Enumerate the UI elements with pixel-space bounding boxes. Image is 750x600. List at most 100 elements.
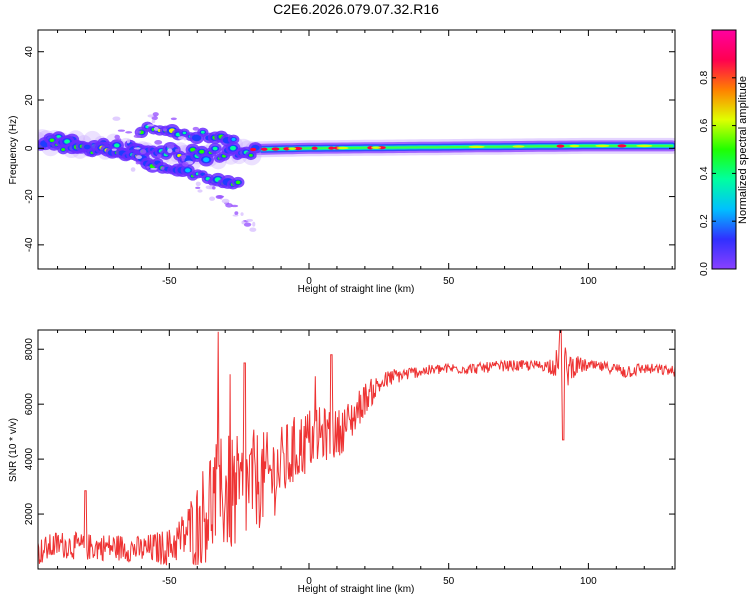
spectrogram-y-tick-label: -40 [24, 237, 35, 252]
spectrogram-scatter-dot [205, 185, 214, 190]
spectrogram-scatter-dot [160, 166, 165, 170]
spectrogram-upper-branch-blob [231, 137, 236, 141]
spectrogram-y-tick: 40 [24, 46, 675, 58]
spectrogram-scatter-dot [166, 144, 175, 149]
spectrogram-scatter-dot [182, 161, 189, 167]
spectrogram-x-tick-label: 100 [580, 276, 597, 287]
spectrogram-x-tick: 50 [443, 30, 455, 287]
snr-y-tick: 6000 [24, 393, 675, 416]
spectrogram-y-tick-label: 40 [24, 46, 35, 58]
snr-y-tick-label: 2000 [24, 502, 35, 525]
spectrogram-scatter-dot [243, 222, 252, 227]
colorbar-tick: 0.4 [699, 166, 736, 180]
spectrogram-x-tick-label: 50 [443, 276, 455, 287]
snr-x-axis-label: Height of straight line (km) [298, 584, 415, 595]
spectrogram-hotspot [367, 146, 374, 150]
figure-title: C2E6.2026.079.07.32.R16 [273, 1, 439, 17]
snr-y-axis-label: SNR (10 * v/v) [8, 418, 19, 482]
spectrogram-scatter-dot [162, 128, 167, 132]
spectrogram-scatter-dot [146, 166, 150, 169]
colorbar-tick-label: 0.8 [699, 70, 710, 84]
spectrogram-scatter-dot [234, 211, 239, 215]
spectrogram-marks [38, 112, 675, 232]
spectrogram-y-tick-label: 20 [24, 94, 35, 106]
spectrogram-streak [336, 146, 349, 150]
spectrogram-scatter-dot [135, 155, 142, 160]
spectrogram-scatter-dot [150, 167, 158, 170]
spectrogram-scatter-dot [147, 124, 154, 127]
spectrogram-streak [595, 144, 610, 148]
spectrogram-scatter-dot [152, 112, 159, 117]
spectrogram-scatter-dot [209, 196, 216, 201]
snr-x-tick-label: 0 [306, 576, 312, 587]
snr-x-tick: -50 [162, 330, 177, 587]
spectrogram-lower-branch-blob [83, 144, 91, 150]
snr-y-tick-label: 8000 [24, 338, 35, 361]
spectrogram-lower-branch-blob [49, 138, 55, 142]
spectrogram-turbulent-blob [114, 143, 120, 148]
spectrogram-y-tick: 0 [24, 145, 675, 151]
snr-series-line [38, 330, 675, 566]
spectrogram-streak [288, 147, 297, 150]
spectrogram-hotspot [328, 146, 335, 150]
spectrogram-y-tick-label: 0 [24, 145, 35, 151]
spectrogram-y-tick: -40 [24, 237, 675, 252]
spectrogram-scatter-dot [114, 134, 120, 140]
colorbar-tick: 0.8 [699, 70, 736, 85]
spectrogram-scatter-dot [221, 198, 230, 204]
spectrogram-scatter-dot [154, 140, 163, 145]
snr-x-tick: 100 [580, 330, 597, 587]
spectrogram-hotspot [556, 144, 565, 148]
spectrogram-ticks: -50 0 50 100 -40 -20 0 20 40 [24, 30, 675, 287]
spectrogram-turbulent-blob [230, 145, 236, 151]
spectrogram-scatter-dot [249, 227, 257, 232]
spectrogram-scatter-dot [147, 114, 155, 118]
spectrogram-hotspot [271, 147, 280, 151]
spectrogram-scatter-dot [167, 148, 173, 154]
spectrogram-turbulent-blob [199, 149, 205, 154]
spectrogram-scatter-dot [246, 218, 253, 222]
spectrogram-scatter-dot [225, 203, 233, 208]
spectrogram-upper-branch-blob [191, 134, 202, 142]
spectrogram-scatter-dot [252, 221, 256, 227]
spectrogram-x-tick: 100 [580, 30, 597, 287]
colorbar: 0.0 0.2 0.4 0.6 0.8 Normalized spectral ampl… [699, 29, 749, 276]
spectrogram-x-tick-label: -50 [162, 276, 177, 287]
spectrogram-scatter-dot [156, 154, 162, 158]
spectrogram-hotspot [250, 147, 257, 152]
spectrogram-hotspot [617, 144, 627, 148]
colorbar-tick: 0.2 [699, 214, 736, 228]
snr-x-tick: 0 [306, 330, 312, 587]
spectrogram-scatter-dot [240, 212, 244, 216]
spectrogram-turbulent-blob [203, 157, 210, 163]
snr-y-tick-label: 6000 [24, 393, 35, 416]
spectrogram-scatter-dot [153, 126, 159, 131]
spectrogram-x-tick: -50 [162, 30, 177, 287]
spectrogram-scatter-dot [180, 154, 187, 159]
snr-panel: -50 0 50 100 2000 4000 6000 8000 Height of stra… [8, 329, 676, 595]
spectrogram-scatter-dot [112, 116, 121, 121]
spectrogram-scatter-dot [151, 119, 156, 124]
spectrogram-scatter-dot [195, 186, 201, 190]
spectrogram-lower-branch-blob [235, 180, 241, 185]
spectrogram-scatter-dot [197, 189, 203, 193]
snr-x-tick-label: -50 [162, 576, 177, 587]
spectrogram-scatter-dot [212, 186, 216, 190]
spectrogram-scatter-dot [183, 137, 187, 141]
snr-frame [37, 329, 676, 570]
spectrogram-scatter-dot [241, 220, 245, 225]
spectrogram-scatter-dot [195, 181, 201, 187]
spectrogram-streak [468, 145, 485, 149]
spectrogram-streak [512, 145, 525, 148]
spectrogram-turbulent-blob [248, 153, 253, 157]
spectrogram-streak [636, 144, 653, 148]
spectrogram-scatter-dot [215, 194, 224, 199]
snr-x-tick-label: 50 [443, 576, 455, 587]
snr-y-tick: 8000 [24, 338, 675, 361]
spectrogram-scatter-dot [133, 147, 141, 150]
spectrogram-hotspot [293, 146, 303, 151]
spectrogram-lower-branch-blob [64, 139, 70, 144]
spectrogram-scatter-dot [175, 148, 180, 153]
spectrogram-scatter-dot [133, 134, 142, 139]
colorbar-tick-label: 0.4 [699, 166, 710, 180]
